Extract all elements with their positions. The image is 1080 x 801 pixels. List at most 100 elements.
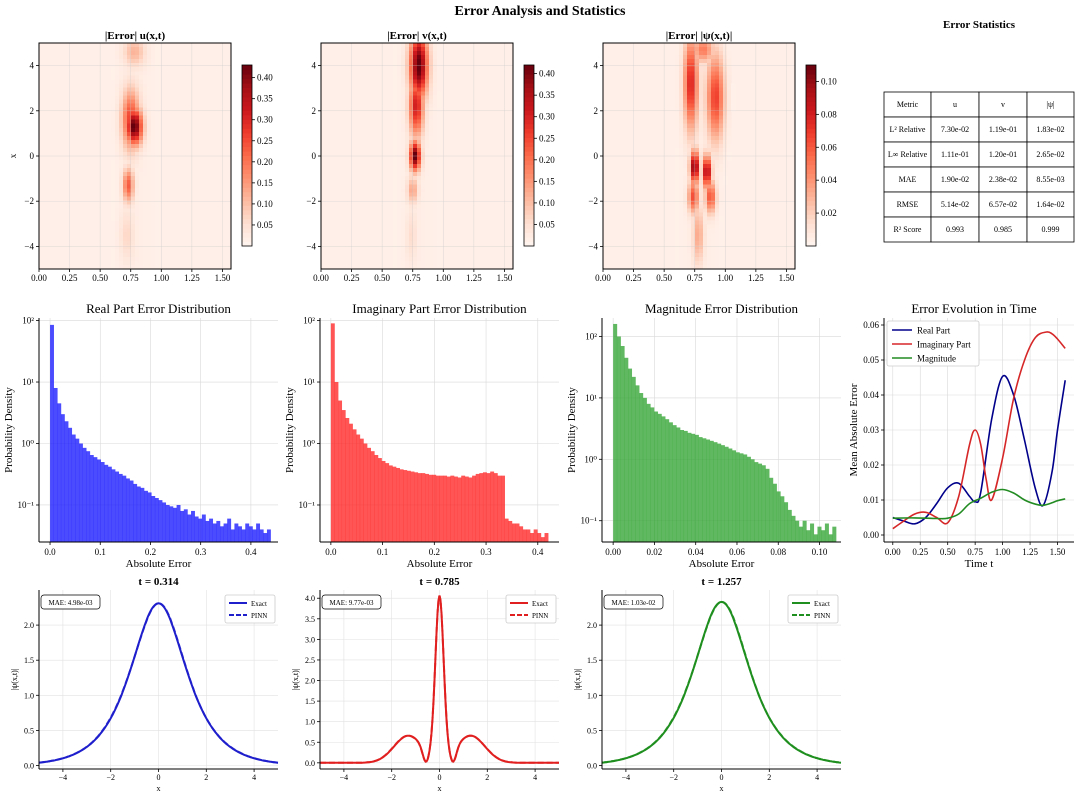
heatmap-cell bbox=[711, 71, 716, 76]
heatmap-cell bbox=[703, 236, 708, 242]
x-tick-label: 4 bbox=[815, 773, 819, 782]
heatmap-cell bbox=[679, 232, 684, 238]
colorbar-tick-label: 0.30 bbox=[539, 112, 555, 122]
heatmap-cell bbox=[397, 111, 402, 117]
heatmap-cell bbox=[111, 232, 116, 238]
histogram-bar bbox=[750, 459, 755, 542]
colorbar-segment bbox=[806, 205, 816, 211]
heatmap-cell bbox=[691, 51, 696, 56]
heatmap-cell bbox=[143, 208, 148, 214]
heatmap-cell bbox=[687, 131, 692, 137]
heatmap-cell bbox=[405, 87, 410, 93]
heatmap-cell bbox=[409, 196, 414, 201]
histogram-bar bbox=[410, 471, 415, 542]
heatmap-cell bbox=[425, 103, 430, 109]
heatmap-cell bbox=[119, 224, 124, 230]
heatmap-cell bbox=[703, 156, 708, 161]
heatmap-cell bbox=[707, 87, 712, 93]
heatmap-cell bbox=[139, 87, 144, 93]
heatmap-cell bbox=[111, 248, 116, 254]
heatmap-cell bbox=[123, 196, 128, 201]
colorbar-segment bbox=[242, 155, 252, 161]
heatmap-cell bbox=[401, 252, 406, 258]
heatmap-cell bbox=[699, 196, 704, 201]
heatmap-cell bbox=[437, 172, 442, 177]
heatmap-cell bbox=[397, 79, 402, 84]
heatmap-cell bbox=[699, 127, 704, 133]
heatmap-cell bbox=[429, 232, 434, 238]
heatmap-cell bbox=[711, 75, 716, 80]
heatmap-cell bbox=[711, 212, 716, 218]
heatmap-cell bbox=[151, 43, 156, 48]
heatmap-cell bbox=[123, 75, 128, 80]
heatmap-cell bbox=[393, 184, 398, 189]
heatmap-cell bbox=[437, 147, 442, 153]
heatmap-cell bbox=[393, 196, 398, 201]
heatmap-cell bbox=[687, 59, 692, 64]
heatmap-cell bbox=[155, 131, 160, 137]
heatmap-cell bbox=[695, 79, 700, 84]
heatmap-cell bbox=[679, 75, 684, 80]
heatmap-cell bbox=[139, 51, 144, 56]
heatmap-cell bbox=[405, 256, 410, 262]
heatmap-cell bbox=[727, 67, 732, 72]
heatmap-cell bbox=[703, 192, 708, 197]
heatmap-cell bbox=[699, 244, 704, 250]
heatmap-cell bbox=[135, 184, 140, 189]
heatmap-cell bbox=[421, 216, 426, 222]
profile-title: t = 0.314 bbox=[138, 576, 179, 588]
colorbar-segment bbox=[524, 200, 534, 206]
heatmap-cell bbox=[433, 115, 438, 121]
heatmap-cell bbox=[405, 208, 410, 214]
heatmap-cell bbox=[675, 51, 680, 56]
heatmap-cell bbox=[405, 196, 410, 201]
heatmap-cell bbox=[421, 220, 426, 226]
heatmap-cell bbox=[429, 91, 434, 97]
heatmap-cell bbox=[135, 220, 140, 226]
heatmap-cell bbox=[707, 248, 712, 254]
heatmap-cell bbox=[679, 87, 684, 93]
heatmap-cell bbox=[727, 139, 732, 145]
heatmap-cell bbox=[695, 260, 700, 266]
heatmap-cell bbox=[123, 208, 128, 214]
heatmap-cell bbox=[401, 176, 406, 181]
histogram-bar bbox=[832, 526, 837, 542]
histogram-bar bbox=[183, 509, 188, 542]
heatmap-cell bbox=[119, 252, 124, 258]
heatmap-cell bbox=[131, 95, 136, 101]
heatmap-cell bbox=[155, 260, 160, 266]
heatmap-cell bbox=[711, 228, 716, 234]
heatmap-cell bbox=[131, 47, 136, 52]
heatmap-cell bbox=[719, 244, 724, 250]
heatmap-cell bbox=[143, 200, 148, 206]
heatmap-cell bbox=[703, 232, 708, 238]
heatmap-cell bbox=[433, 196, 438, 201]
histogram-bar bbox=[374, 455, 379, 542]
heatmap-cell bbox=[695, 192, 700, 197]
heatmap-cell bbox=[123, 131, 128, 137]
heatmap-cell bbox=[711, 232, 716, 238]
heatmap-cell bbox=[703, 168, 708, 173]
heatmap-cell bbox=[139, 184, 144, 189]
heatmap-cell bbox=[675, 43, 680, 48]
heatmap-cell bbox=[393, 103, 398, 109]
heatmap-cell bbox=[675, 55, 680, 60]
heatmap-cell bbox=[115, 168, 120, 173]
heatmap-cell bbox=[123, 232, 128, 238]
heatmap-cell bbox=[135, 216, 140, 222]
heatmap-cell bbox=[111, 244, 116, 250]
heatmap-cell bbox=[433, 59, 438, 64]
heatmap-cell bbox=[147, 67, 152, 72]
histogram-bar bbox=[334, 382, 339, 542]
heatmap-cell bbox=[695, 131, 700, 137]
heatmap-cell bbox=[699, 123, 704, 129]
histogram-bar bbox=[646, 403, 651, 542]
x-axis-label: x bbox=[438, 784, 442, 793]
y-tick-label: 10⁰ bbox=[21, 439, 34, 449]
heatmap-cell bbox=[715, 147, 720, 153]
heatmap-cell bbox=[405, 260, 410, 266]
heatmap-cell bbox=[143, 119, 148, 125]
heatmap-cell bbox=[155, 232, 160, 238]
heatmap-cell bbox=[147, 216, 152, 222]
heatmap-cell bbox=[727, 47, 732, 52]
